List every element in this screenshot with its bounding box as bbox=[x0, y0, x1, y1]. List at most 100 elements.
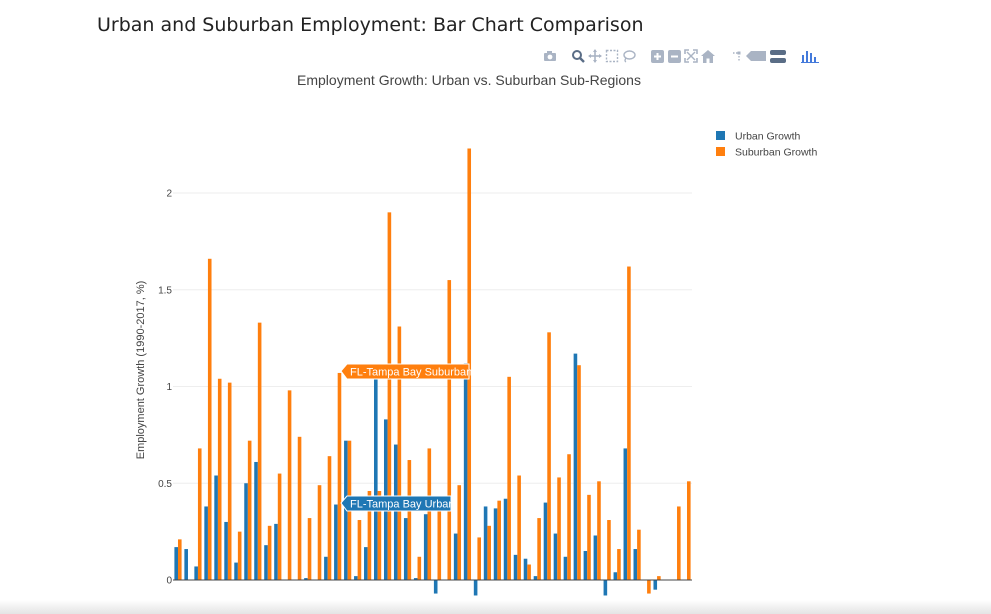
urban-bar[interactable] bbox=[324, 556, 328, 580]
home-icon[interactable] bbox=[701, 49, 715, 63]
urban-bar[interactable] bbox=[603, 580, 608, 596]
suburban-bar[interactable] bbox=[597, 481, 601, 580]
suburban-bar[interactable] bbox=[427, 448, 432, 580]
suburban-bar[interactable] bbox=[497, 500, 501, 580]
suburban-bar[interactable] bbox=[637, 529, 641, 580]
suburban-bar[interactable] bbox=[677, 506, 681, 580]
suburban-bar[interactable] bbox=[377, 490, 382, 580]
autoscale-icon[interactable] bbox=[684, 49, 698, 63]
suburban-bar[interactable] bbox=[197, 448, 202, 580]
urban-bar[interactable] bbox=[463, 363, 468, 580]
suburban-bar[interactable] bbox=[417, 556, 422, 580]
suburban-bar[interactable] bbox=[657, 576, 661, 580]
urban-bar[interactable] bbox=[334, 504, 338, 580]
suburban-bar[interactable] bbox=[487, 525, 491, 580]
spike-lines-icon[interactable] bbox=[729, 49, 743, 63]
legend-item-suburban[interactable]: Suburban Growth bbox=[716, 147, 817, 159]
urban-bar[interactable] bbox=[633, 549, 638, 580]
urban-bar[interactable] bbox=[194, 566, 198, 581]
suburban-bar[interactable] bbox=[177, 539, 182, 580]
suburban-bar[interactable] bbox=[397, 326, 402, 580]
suburban-bar[interactable] bbox=[207, 258, 212, 580]
urban-bar[interactable] bbox=[543, 502, 548, 580]
suburban-bar[interactable] bbox=[687, 481, 691, 580]
suburban-bar[interactable] bbox=[407, 460, 412, 580]
zoom-in-icon[interactable] bbox=[650, 49, 664, 63]
suburban-bar[interactable] bbox=[447, 280, 452, 580]
urban-bar[interactable] bbox=[234, 562, 238, 580]
suburban-bar[interactable] bbox=[557, 477, 561, 580]
urban-bar[interactable] bbox=[374, 376, 378, 580]
suburban-bar[interactable] bbox=[607, 520, 611, 580]
urban-bar[interactable] bbox=[623, 448, 628, 580]
suburban-bar[interactable] bbox=[507, 376, 511, 580]
suburban-bar[interactable] bbox=[387, 212, 392, 580]
urban-bar[interactable] bbox=[254, 461, 258, 580]
urban-bar[interactable] bbox=[493, 508, 498, 580]
suburban-bar[interactable] bbox=[567, 454, 571, 581]
urban-bar[interactable] bbox=[613, 572, 618, 580]
plotly-logo-icon[interactable] bbox=[801, 49, 819, 63]
urban-bar[interactable] bbox=[513, 554, 518, 581]
suburban-bar[interactable] bbox=[517, 475, 521, 580]
urban-bar[interactable] bbox=[473, 580, 478, 596]
urban-bar[interactable] bbox=[344, 440, 348, 580]
urban-bar[interactable] bbox=[214, 475, 218, 580]
suburban-bar[interactable] bbox=[357, 520, 362, 580]
suburban-bar[interactable] bbox=[217, 378, 222, 580]
suburban-bar[interactable] bbox=[477, 537, 481, 580]
legend-item-urban[interactable]: Urban Growth bbox=[716, 131, 801, 143]
urban-bar[interactable] bbox=[174, 547, 178, 581]
suburban-bar[interactable] bbox=[337, 372, 342, 580]
suburban-bar[interactable] bbox=[457, 485, 462, 580]
suburban-bar[interactable] bbox=[647, 580, 651, 594]
hover-closest-icon[interactable] bbox=[746, 49, 766, 63]
legend[interactable]: Urban Growth Suburban Growth bbox=[716, 131, 817, 159]
suburban-bar[interactable] bbox=[437, 504, 442, 580]
urban-bar[interactable] bbox=[244, 483, 248, 580]
suburban-bar[interactable] bbox=[327, 456, 332, 580]
suburban-bar[interactable] bbox=[277, 473, 282, 580]
suburban-bar[interactable] bbox=[317, 485, 322, 580]
urban-bar[interactable] bbox=[304, 578, 308, 581]
urban-bar[interactable] bbox=[563, 556, 568, 580]
urban-bar[interactable] bbox=[533, 576, 538, 580]
suburban-bar[interactable] bbox=[257, 322, 262, 580]
suburban-bar[interactable] bbox=[547, 332, 551, 580]
urban-bar[interactable] bbox=[553, 533, 558, 580]
suburban-bar[interactable] bbox=[287, 390, 292, 580]
box-select-icon[interactable] bbox=[605, 49, 619, 63]
urban-bar[interactable] bbox=[523, 558, 528, 581]
urban-bar[interactable] bbox=[583, 550, 588, 580]
hover-compare-icon[interactable] bbox=[769, 49, 787, 63]
suburban-bar[interactable] bbox=[267, 525, 272, 580]
suburban-bar[interactable] bbox=[227, 382, 232, 580]
urban-bar[interactable] bbox=[264, 545, 268, 580]
camera-icon[interactable] bbox=[543, 49, 557, 63]
urban-bar[interactable] bbox=[393, 444, 398, 580]
urban-bar[interactable] bbox=[573, 353, 578, 580]
suburban-bar[interactable] bbox=[617, 549, 621, 580]
zoom-out-icon[interactable] bbox=[667, 49, 681, 63]
zoom-icon[interactable] bbox=[571, 49, 585, 63]
urban-bar[interactable] bbox=[423, 514, 428, 580]
urban-bar[interactable] bbox=[364, 547, 368, 581]
lasso-icon[interactable] bbox=[622, 49, 636, 63]
urban-bar[interactable] bbox=[483, 506, 488, 580]
urban-bar[interactable] bbox=[184, 549, 188, 580]
urban-bar[interactable] bbox=[204, 506, 208, 580]
suburban-bar[interactable] bbox=[237, 531, 242, 581]
urban-bar[interactable] bbox=[593, 535, 598, 581]
urban-bar[interactable] bbox=[453, 533, 458, 580]
suburban-bar[interactable] bbox=[627, 266, 631, 580]
urban-bar[interactable] bbox=[503, 498, 508, 580]
urban-bar[interactable] bbox=[433, 580, 438, 594]
urban-bar[interactable] bbox=[224, 521, 228, 580]
suburban-bar[interactable] bbox=[307, 518, 312, 580]
suburban-bar[interactable] bbox=[527, 564, 531, 580]
urban-bar[interactable] bbox=[354, 576, 358, 580]
urban-bar[interactable] bbox=[653, 580, 658, 590]
pan-icon[interactable] bbox=[588, 49, 602, 63]
urban-bar[interactable] bbox=[403, 518, 408, 580]
